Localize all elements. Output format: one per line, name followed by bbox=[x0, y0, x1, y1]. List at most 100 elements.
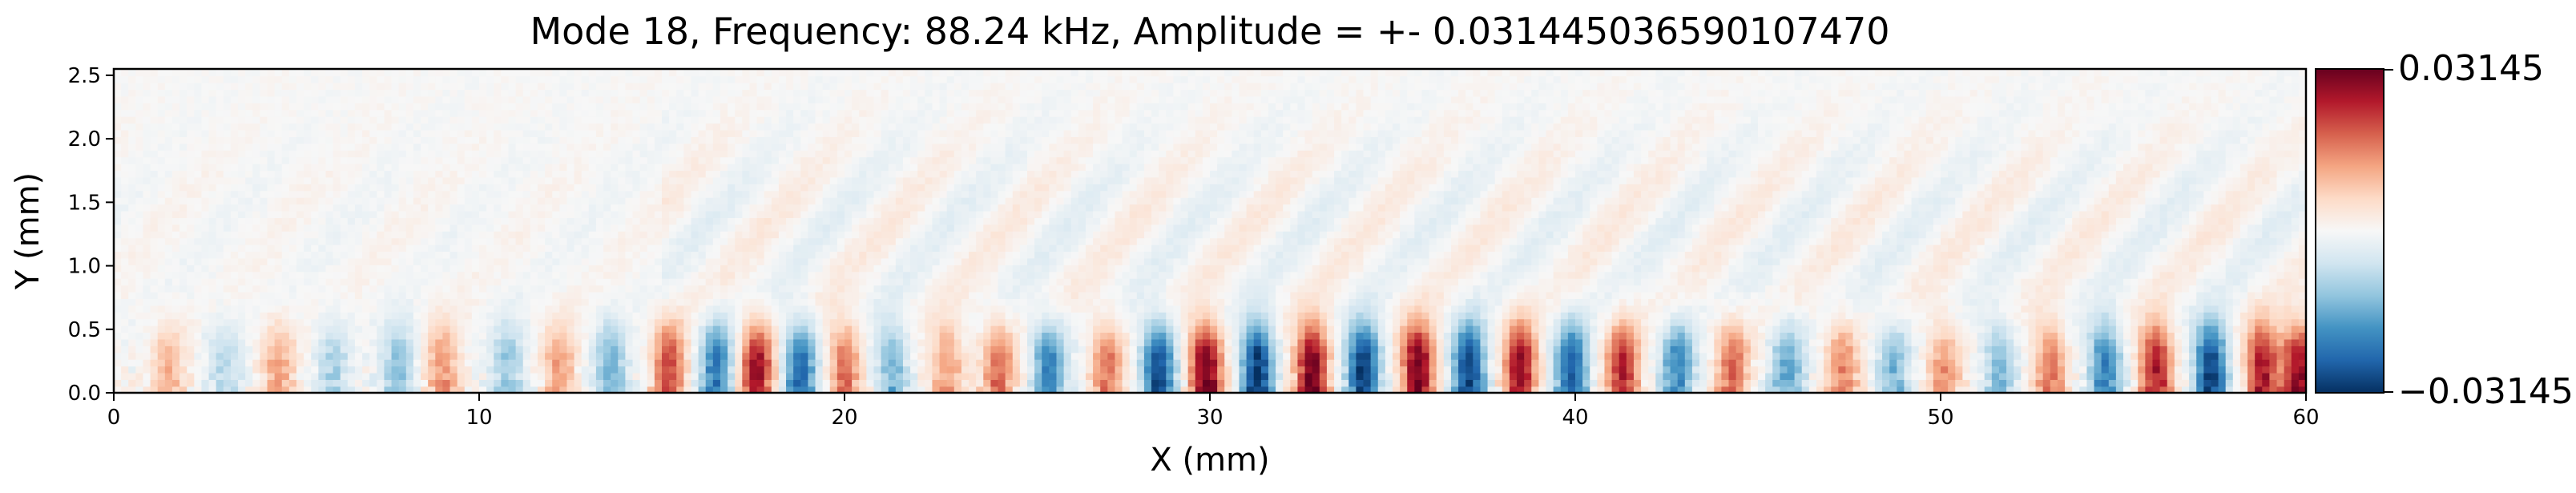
heatmap-cell bbox=[1546, 338, 1554, 346]
heatmap-cell bbox=[545, 291, 553, 299]
heatmap-cell bbox=[566, 332, 575, 340]
heatmap-cell bbox=[1253, 338, 1262, 346]
heatmap-cell bbox=[1991, 346, 2000, 354]
heatmap-cell bbox=[595, 379, 604, 387]
heatmap-cell bbox=[866, 332, 875, 340]
heatmap-cell bbox=[611, 338, 619, 346]
heatmap-cell bbox=[1531, 352, 1540, 360]
heatmap-cell bbox=[866, 318, 875, 326]
heatmap-cell bbox=[1304, 372, 1313, 380]
heatmap-cell bbox=[976, 338, 985, 346]
heatmap-cell bbox=[347, 372, 356, 380]
heatmap-cell bbox=[2262, 298, 2271, 306]
heatmap-cell bbox=[2123, 318, 2131, 326]
heatmap-cell bbox=[1707, 352, 1715, 360]
heatmap-cell bbox=[808, 358, 816, 367]
heatmap-cell bbox=[2298, 332, 2306, 340]
heatmap-cell bbox=[1648, 379, 1657, 387]
heatmap-cell bbox=[1794, 298, 1803, 306]
heatmap-cell bbox=[932, 291, 941, 299]
heatmap-cell bbox=[2262, 386, 2271, 393]
heatmap-cell bbox=[2269, 386, 2278, 393]
heatmap-cell bbox=[1334, 298, 1342, 306]
heatmap-cell bbox=[1743, 358, 1752, 367]
heatmap-cell bbox=[881, 298, 889, 306]
heatmap-cell bbox=[1056, 291, 1065, 299]
heatmap-cell bbox=[1808, 332, 1817, 340]
heatmap-cell bbox=[2218, 358, 2227, 367]
heatmap-cell bbox=[662, 366, 670, 374]
heatmap-cell bbox=[1684, 298, 1693, 306]
heatmap-cell bbox=[208, 325, 217, 333]
heatmap-cell bbox=[1524, 366, 1533, 374]
heatmap-cell bbox=[1151, 379, 1159, 387]
heatmap-cell bbox=[449, 352, 458, 360]
heatmap-cell bbox=[2072, 312, 2081, 320]
heatmap-cell bbox=[377, 285, 385, 293]
heatmap-cell bbox=[1655, 372, 1664, 380]
heatmap-cell bbox=[1326, 318, 1335, 326]
heatmap-cell bbox=[1480, 386, 1489, 393]
heatmap-cell bbox=[1407, 346, 1416, 354]
heatmap-cell bbox=[566, 305, 575, 313]
heatmap-cell bbox=[1494, 277, 1503, 286]
heatmap-cell bbox=[990, 318, 999, 326]
heatmap-cell bbox=[1458, 358, 1466, 367]
heatmap-cell bbox=[515, 366, 524, 374]
heatmap-cell bbox=[1312, 366, 1320, 374]
heatmap-cell bbox=[1860, 291, 1869, 299]
heatmap-cell bbox=[2042, 291, 2051, 299]
heatmap-cell bbox=[208, 372, 217, 380]
heatmap-cell bbox=[925, 346, 933, 354]
heatmap-cell bbox=[274, 346, 283, 354]
heatmap-cell bbox=[625, 386, 634, 393]
heatmap-cell bbox=[1005, 318, 1014, 326]
heatmap-cell bbox=[2152, 386, 2161, 393]
heatmap-cell bbox=[171, 352, 180, 360]
heatmap-cell bbox=[201, 358, 210, 367]
heatmap-cell bbox=[1531, 372, 1540, 380]
heatmap-cell bbox=[2042, 338, 2051, 346]
heatmap-cell bbox=[588, 298, 597, 306]
heatmap-cell bbox=[1794, 346, 1803, 354]
heatmap-cell bbox=[2042, 358, 2051, 367]
heatmap-cell bbox=[1166, 346, 1175, 354]
heatmap-cell bbox=[859, 305, 868, 313]
heatmap-cell bbox=[1582, 366, 1591, 374]
heatmap-cell bbox=[2094, 338, 2102, 346]
heatmap-cell bbox=[208, 305, 217, 313]
heatmap-cell bbox=[311, 372, 320, 380]
heatmap-cell bbox=[1450, 298, 1459, 306]
heatmap-cell bbox=[1085, 305, 1094, 313]
heatmap-cell bbox=[961, 346, 970, 354]
heatmap-cell bbox=[1063, 291, 1072, 299]
heatmap-cell bbox=[128, 379, 137, 387]
heatmap-cell bbox=[486, 372, 495, 380]
heatmap-cell bbox=[683, 332, 692, 340]
heatmap-cell bbox=[581, 379, 590, 387]
heatmap-cell bbox=[1122, 332, 1131, 340]
heatmap-cell bbox=[1707, 379, 1715, 387]
heatmap-cell bbox=[1750, 305, 1759, 313]
heatmap-cell bbox=[1107, 372, 1116, 380]
heatmap-cell bbox=[595, 352, 604, 360]
heatmap-cell bbox=[245, 372, 254, 380]
heatmap-cell bbox=[764, 312, 772, 320]
heatmap-cell bbox=[961, 305, 970, 313]
heatmap-cell bbox=[2072, 372, 2081, 380]
heatmap-cell bbox=[764, 277, 772, 286]
heatmap-cell bbox=[157, 312, 166, 320]
heatmap-cell bbox=[354, 346, 363, 354]
heatmap-cell bbox=[1385, 318, 1393, 326]
heatmap-cell bbox=[1845, 379, 1854, 387]
heatmap-cell bbox=[764, 298, 772, 306]
heatmap-cell bbox=[545, 358, 553, 367]
heatmap-cell bbox=[1663, 386, 1671, 393]
heatmap-cell bbox=[1794, 318, 1803, 326]
heatmap-cell bbox=[1984, 312, 1993, 320]
heatmap-cell bbox=[873, 338, 882, 346]
heatmap-cell bbox=[1253, 366, 1262, 374]
heatmap-cell bbox=[953, 332, 962, 340]
heatmap-cell bbox=[603, 386, 611, 393]
heatmap-cell bbox=[252, 318, 261, 326]
